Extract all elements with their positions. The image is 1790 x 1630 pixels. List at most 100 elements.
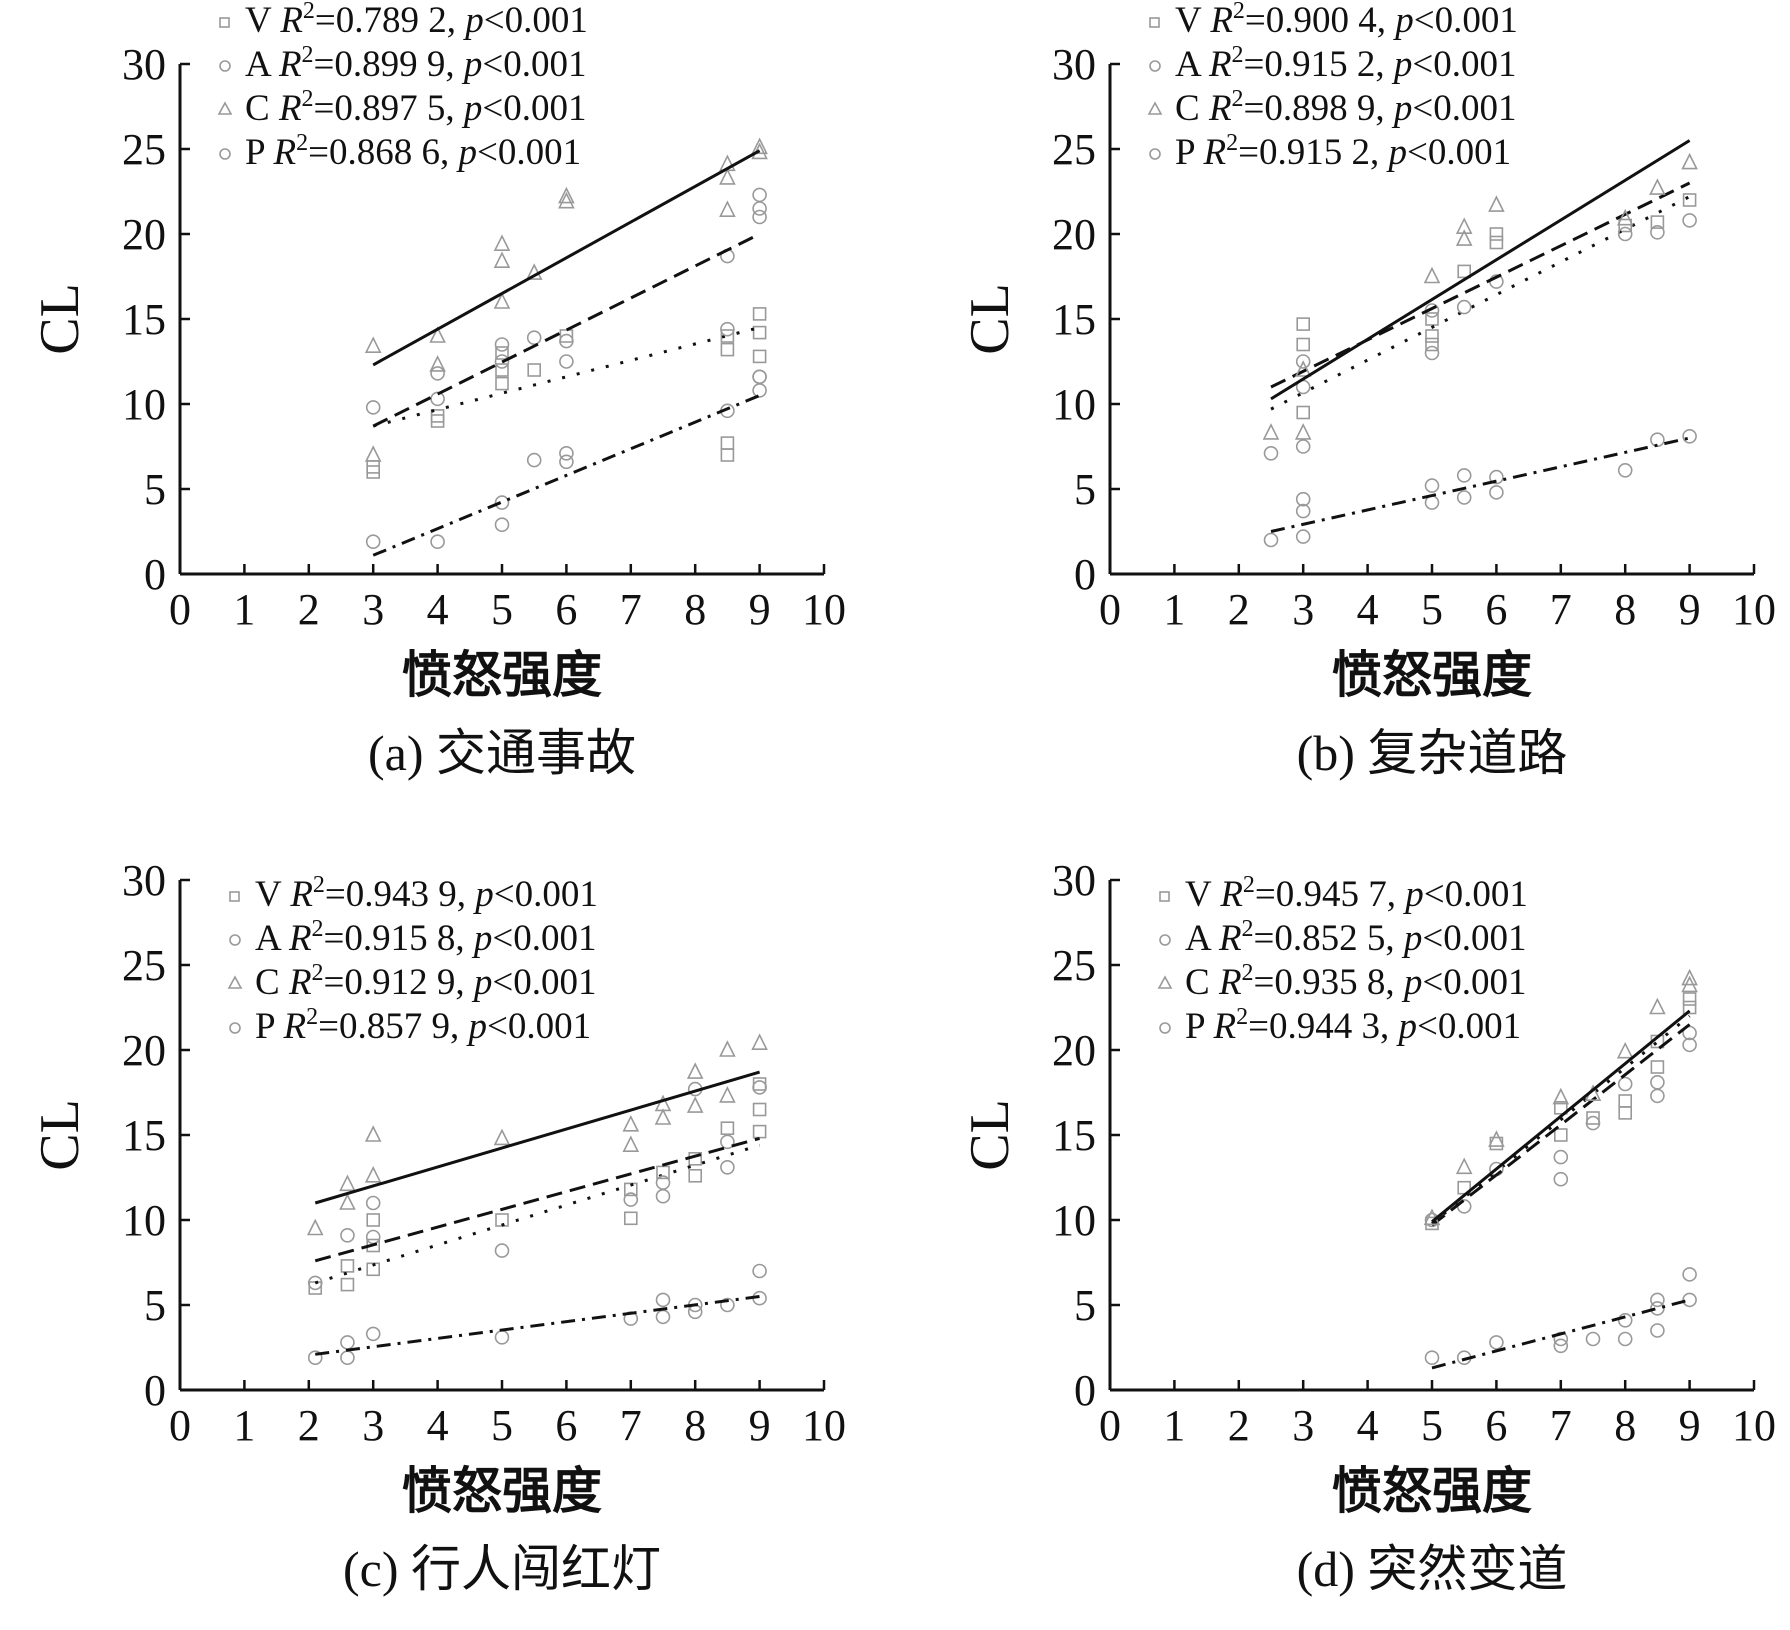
data-point-triangle bbox=[1552, 1087, 1570, 1105]
x-tick-label: 3 bbox=[362, 585, 384, 634]
x-axis-label: 愤怒强度 bbox=[1332, 1463, 1532, 1519]
data-point-circle bbox=[1553, 1171, 1569, 1187]
data-point-square bbox=[1296, 317, 1311, 331]
x-tick-label: 2 bbox=[1228, 585, 1250, 634]
data-point-square bbox=[1682, 1000, 1697, 1015]
data-point-circle bbox=[365, 400, 381, 415]
x-tick-label: 2 bbox=[1228, 1401, 1250, 1450]
legend-series-name: C bbox=[255, 962, 289, 1003]
x-tick-label: 8 bbox=[684, 585, 706, 634]
data-point-circle bbox=[365, 1326, 381, 1342]
data-point-circle bbox=[752, 1263, 767, 1279]
data-point-circle bbox=[340, 1227, 355, 1243]
x-tick-label: 6 bbox=[555, 585, 577, 634]
legend-p: p bbox=[1401, 962, 1423, 1003]
legend-p: p bbox=[1402, 874, 1424, 915]
legend-r2-value: =0.915 2, bbox=[1244, 44, 1394, 85]
legend-sup: 2 bbox=[1233, 0, 1245, 24]
fit-line-C bbox=[1431, 1009, 1691, 1223]
data-point-circle bbox=[559, 445, 574, 461]
data-point-circle bbox=[1650, 1301, 1665, 1316]
legend-series-name: P bbox=[1185, 1006, 1213, 1047]
legend-sup: 2 bbox=[1236, 1004, 1248, 1030]
y-tick-label: 20 bbox=[122, 1026, 166, 1075]
data-point-triangle bbox=[654, 1108, 672, 1125]
x-tick-label: 10 bbox=[1732, 585, 1776, 634]
data-point-circle bbox=[365, 1195, 381, 1211]
data-point-circle bbox=[1617, 1331, 1633, 1347]
data-point-circle bbox=[1456, 299, 1472, 315]
legend-p: p bbox=[471, 962, 493, 1003]
series-A bbox=[365, 187, 767, 428]
y-tick-label: 25 bbox=[122, 941, 166, 990]
legend-r2-value: =0.935 8, bbox=[1254, 962, 1404, 1003]
data-point-circle bbox=[494, 1243, 510, 1258]
legend-r: R bbox=[278, 44, 302, 85]
data-point-circle bbox=[720, 1297, 735, 1313]
series-P bbox=[307, 1263, 767, 1366]
x-tick-label: 5 bbox=[1421, 1401, 1443, 1450]
legend-series-name: A bbox=[1175, 44, 1209, 85]
chart-caption: (b) 复杂道路 bbox=[1297, 725, 1568, 781]
legend-sup: 2 bbox=[313, 872, 325, 898]
data-point-circle bbox=[1682, 213, 1697, 228]
legend-sup: 2 bbox=[303, 0, 315, 24]
data-point-triangle bbox=[493, 234, 511, 251]
legend-r2-value: =0.945 7, bbox=[1255, 874, 1405, 915]
fit-line-V bbox=[1431, 1014, 1691, 1225]
legend-marker-circle bbox=[1159, 1022, 1171, 1034]
data-point-triangle bbox=[493, 1128, 511, 1146]
data-point-circle bbox=[1682, 1025, 1697, 1041]
data-point-triangle bbox=[751, 1033, 768, 1050]
data-point-circle bbox=[365, 534, 381, 550]
x-tick-label: 2 bbox=[298, 1401, 320, 1450]
data-point-triangle bbox=[1294, 360, 1312, 377]
fit-line-A bbox=[314, 1136, 760, 1263]
legend-entry: P R2=0.857 9, p<0.001 bbox=[255, 1004, 591, 1047]
x-tick-label: 10 bbox=[802, 1401, 846, 1450]
y-tick-label: 30 bbox=[122, 40, 166, 89]
data-point-triangle bbox=[1616, 1041, 1634, 1059]
y-tick-label: 15 bbox=[1052, 1111, 1096, 1160]
data-point-circle bbox=[1553, 1338, 1569, 1354]
data-point-circle bbox=[1650, 225, 1665, 240]
x-tick-label: 8 bbox=[684, 1401, 706, 1450]
x-tick-label: 3 bbox=[362, 1401, 384, 1450]
legend-marker-circle bbox=[219, 60, 231, 72]
series-V bbox=[366, 307, 767, 479]
legend-r: R bbox=[272, 132, 296, 173]
x-tick-label: 6 bbox=[1485, 1401, 1507, 1450]
legend-entry: C R2=0.898 9, p<0.001 bbox=[1175, 86, 1517, 129]
legend-r2-value: =0.898 9, bbox=[1244, 88, 1394, 129]
data-point-circle bbox=[720, 321, 735, 337]
legend-p-value: <0.001 bbox=[487, 1006, 591, 1047]
x-tick-label: 6 bbox=[1485, 585, 1507, 634]
legend-marker-circle bbox=[229, 934, 241, 946]
data-point-circle bbox=[1295, 503, 1311, 519]
legend-p-value: <0.001 bbox=[1407, 132, 1511, 173]
fit-line-C bbox=[314, 1070, 761, 1205]
legend-entry: P R2=0.944 3, p<0.001 bbox=[1185, 1004, 1521, 1047]
legend-sup: 2 bbox=[306, 1004, 318, 1030]
data-point-circle bbox=[752, 383, 767, 398]
fit-line-V bbox=[314, 1143, 761, 1285]
y-tick-label: 10 bbox=[1052, 380, 1096, 429]
panel-b: 0 5 10 15 20 25 30 0 1 2 3 4 5 6 7 8 9 10 CL 愤怒强度 (b) 复杂道路 V … bbox=[930, 0, 1790, 814]
data-point-square bbox=[752, 349, 767, 364]
data-point-square bbox=[495, 346, 509, 360]
legend-series-name: V bbox=[255, 874, 290, 915]
legend-series-name: C bbox=[1185, 962, 1219, 1003]
data-point-circle bbox=[1295, 439, 1311, 454]
data-point-circle bbox=[1489, 485, 1504, 500]
legend-p: p bbox=[465, 1006, 487, 1047]
legend-marker-square bbox=[219, 17, 230, 28]
data-point-square bbox=[495, 376, 509, 391]
data-point-circle bbox=[655, 1175, 671, 1190]
data-point-triangle bbox=[751, 137, 768, 155]
data-point-circle bbox=[1489, 1335, 1504, 1350]
legend-series-name: V bbox=[1175, 0, 1210, 41]
legend-p: p bbox=[1391, 88, 1413, 129]
data-point-square bbox=[752, 1102, 767, 1117]
legend-entry: V R2=0.900 4, p<0.001 bbox=[1175, 0, 1518, 41]
